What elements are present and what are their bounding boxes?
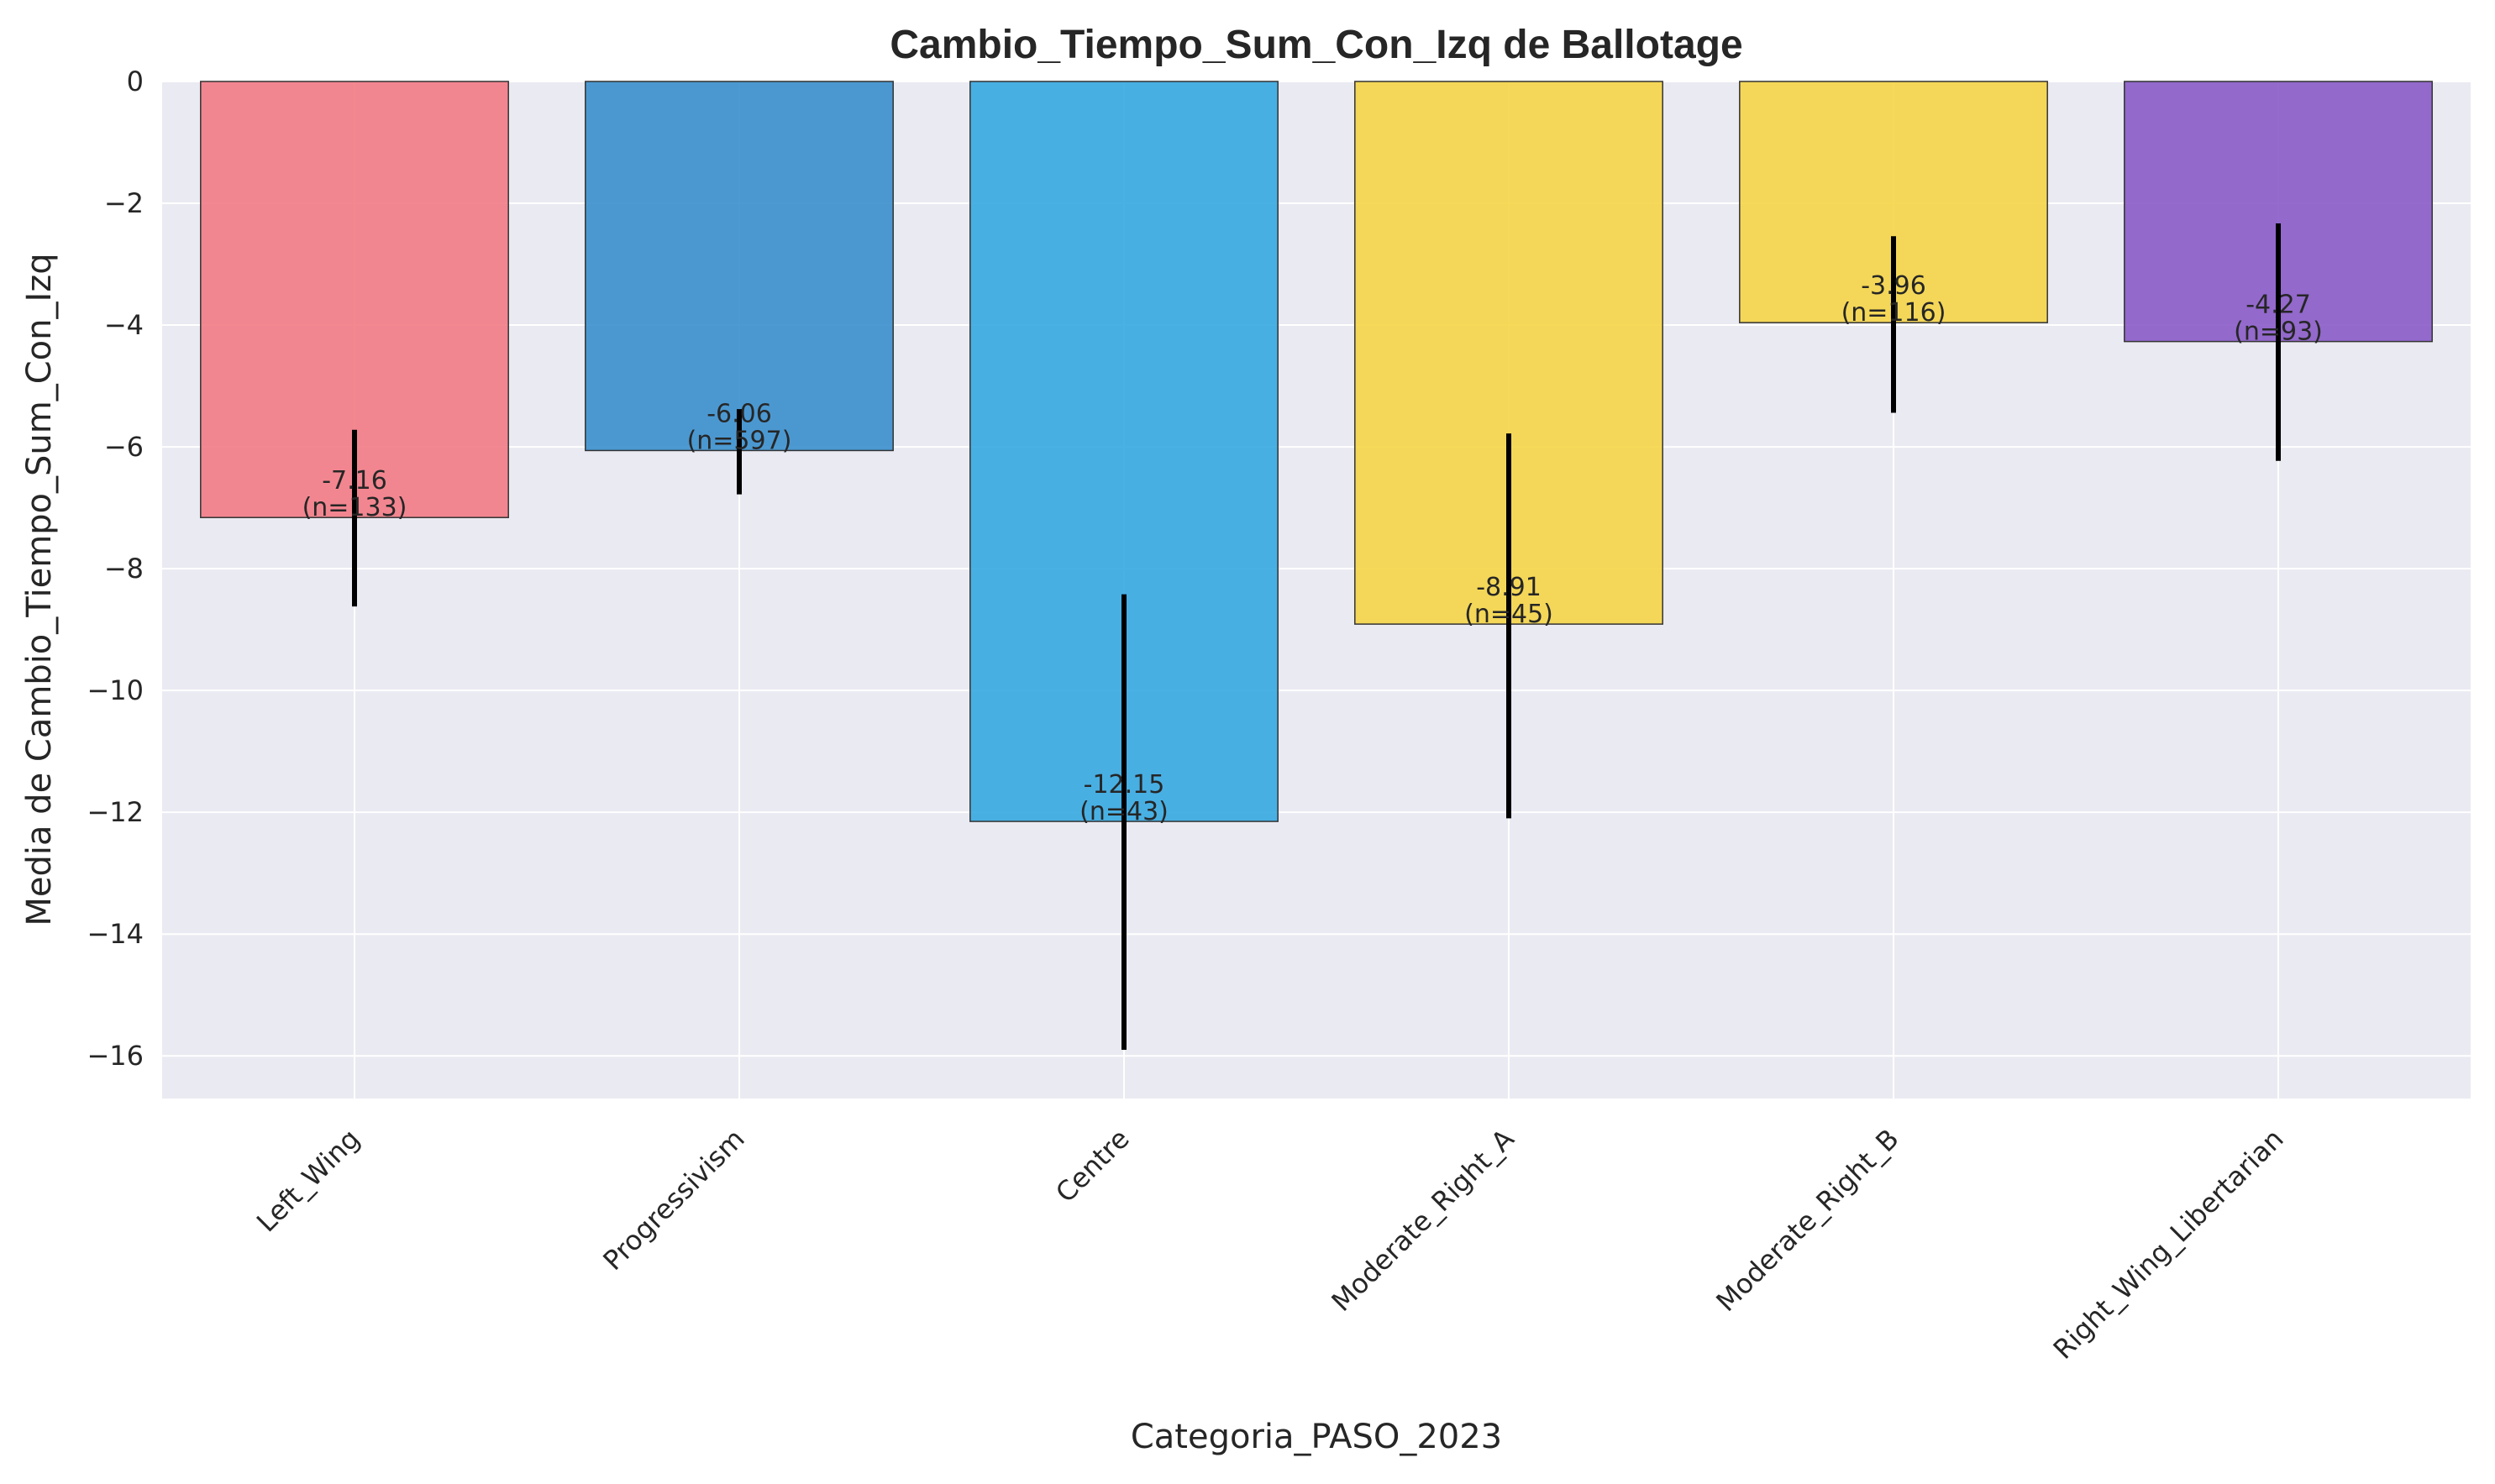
x-axis-label: Categoria_PASO_2023 [1131,1418,1502,1456]
y-axis-ticks: 0 −2 −4 −6 −8 −10 −12 −14 −16 [87,66,144,1072]
y-tick-label: −12 [87,796,144,828]
x-tick-label: Moderate_Right_A [1325,1123,1520,1318]
bar-value-label: -3.96 [1861,271,1926,301]
bar-value-label: -8.91 [1476,573,1542,602]
bar-labels: -7.16(n=133) -6.06(n=597) -12.15(n=43) -8.9… [302,271,2323,826]
y-tick-label: −10 [87,674,144,706]
y-tick-label: −6 [104,431,144,463]
bar-count-label: (n=93) [2234,317,2323,347]
y-tick-label: −14 [87,918,144,950]
y-tick-label: −2 [104,187,144,219]
bars [200,81,2433,822]
error-bars [352,223,2281,1050]
bar-count-label: (n=45) [1464,600,1553,629]
bar-count-label: (n=133) [302,493,407,522]
x-tick-label: Progressivism [596,1123,750,1277]
x-tick-label: Right_Wing_Libertarian [2047,1123,2290,1366]
bar-count-label: (n=116) [1841,298,1946,328]
y-tick-label: −8 [104,553,144,585]
bar-count-label: (n=597) [687,426,792,455]
plot-area [162,81,2471,1099]
bar-value-label: -12.15 [1084,770,1165,800]
y-tick-label: −4 [104,309,144,341]
bar-value-label: -6.06 [706,399,772,428]
bar-value-label: -7.16 [322,466,387,496]
x-axis-ticks: Left_Wing Progressivism Centre Moderate_Rig… [250,1123,2290,1366]
bar-progressivism [585,81,894,452]
x-tick-label: Moderate_Right_B [1710,1123,1904,1318]
chart-title: Cambio_Tiempo_Sum_Con_Izq de Ballotage [890,23,1742,67]
y-axis-label: Media de Cambio_Tiempo_Sum_Con_Izq [20,253,59,926]
x-tick-label: Centre [1049,1123,1136,1209]
y-tick-label: 0 [127,66,144,97]
bar-count-label: (n=43) [1079,797,1169,826]
y-tick-label: −16 [87,1040,144,1072]
bar-value-label: -4.27 [2246,291,2311,320]
x-tick-label: Left_Wing [250,1123,366,1239]
